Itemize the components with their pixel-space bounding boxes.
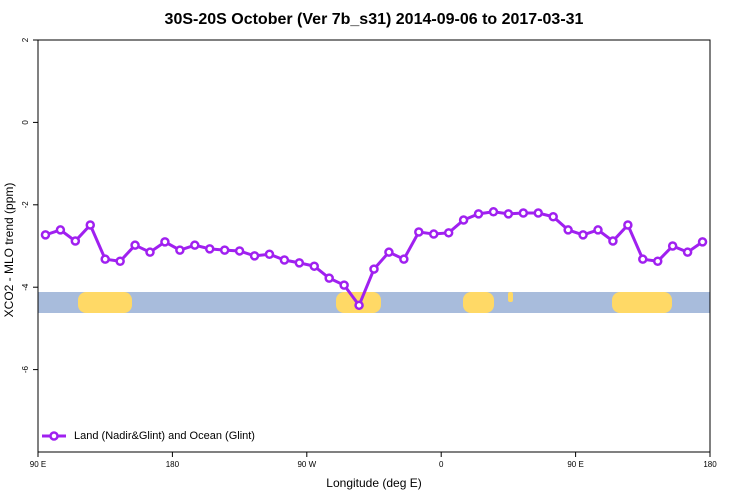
data-point xyxy=(667,241,678,251)
legend-label: Land (Nadir&Glint) and Ocean (Glint) xyxy=(74,430,255,442)
data-point xyxy=(234,246,245,256)
data-point xyxy=(369,264,379,274)
data-point xyxy=(623,220,633,230)
data-point xyxy=(384,247,394,257)
data-point xyxy=(518,208,529,218)
data-point xyxy=(682,247,693,257)
data-point xyxy=(428,229,439,239)
data-point xyxy=(70,236,81,246)
data-point xyxy=(488,207,499,217)
y-tick-label: -6 xyxy=(21,365,30,373)
data-point xyxy=(294,258,305,268)
data-point xyxy=(697,237,708,247)
x-tick-label: 90 E xyxy=(567,460,583,469)
data-point xyxy=(548,211,558,222)
data-point xyxy=(219,245,230,255)
land-region xyxy=(463,292,494,313)
y-tick-label: 2 xyxy=(21,37,30,42)
data-point xyxy=(130,240,140,250)
land-region xyxy=(78,292,132,313)
data-point xyxy=(458,215,469,225)
data-point xyxy=(339,280,349,290)
data-point xyxy=(145,247,155,257)
data-point xyxy=(533,208,544,218)
data-point xyxy=(190,240,200,250)
land-region xyxy=(508,292,513,302)
data-point xyxy=(160,237,170,247)
land-region xyxy=(612,292,672,313)
data-point xyxy=(652,256,663,266)
data-point xyxy=(279,255,290,265)
plot-frame xyxy=(37,39,711,453)
data-point xyxy=(399,254,409,264)
y-tick-label: -2 xyxy=(21,201,30,209)
y-axis-label: XCO2 - MLO trend (ppm) xyxy=(2,183,16,318)
series-line xyxy=(44,210,704,309)
y-tick-label: 0 xyxy=(21,120,30,125)
data-point xyxy=(608,236,618,246)
legend-marker xyxy=(49,431,59,441)
data-point xyxy=(309,261,320,271)
data-point xyxy=(443,228,454,238)
data-point xyxy=(593,225,603,235)
data-point xyxy=(473,209,484,219)
x-tick-label: 180 xyxy=(703,460,717,469)
data-point xyxy=(638,254,648,264)
data-point xyxy=(354,300,364,311)
x-tick-label: 180 xyxy=(166,460,180,469)
data-point xyxy=(324,273,334,283)
x-tick-label: 90 E xyxy=(30,460,46,469)
data-point xyxy=(115,256,125,266)
x-tick-label: 0 xyxy=(439,460,444,469)
land-ocean-strip xyxy=(38,292,710,313)
data-point xyxy=(264,249,275,259)
data-point xyxy=(175,245,185,255)
data-point xyxy=(204,244,215,254)
data-point xyxy=(578,230,588,240)
data-point xyxy=(503,209,514,219)
x-tick-label: 90 W xyxy=(297,460,316,469)
data-point xyxy=(55,225,66,235)
y-tick-label: -4 xyxy=(21,283,30,291)
data-point xyxy=(563,225,573,235)
chart-title: 30S-20S October (Ver 7b_s31) 2014-09-06 … xyxy=(165,11,584,28)
x-axis-label: Longitude (deg E) xyxy=(326,476,421,490)
data-point xyxy=(40,230,51,240)
data-point xyxy=(249,251,260,261)
data-point xyxy=(414,227,424,237)
data-point xyxy=(85,220,96,230)
data-point xyxy=(100,254,110,264)
